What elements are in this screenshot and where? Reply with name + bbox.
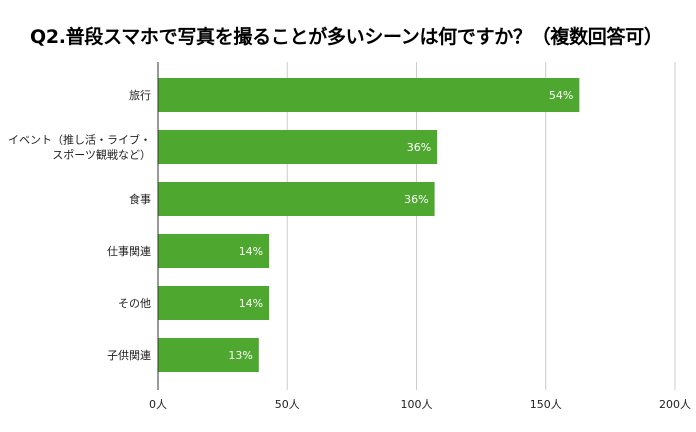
- data-label: 14%: [239, 297, 263, 310]
- category-label: 旅行: [129, 88, 151, 102]
- category-label: 食事: [129, 192, 151, 206]
- bar: [158, 338, 259, 372]
- data-label: 54%: [549, 89, 573, 102]
- x-tick-label: 150人: [530, 398, 562, 411]
- x-tick-label: 50人: [275, 398, 300, 411]
- x-tick-label: 0人: [149, 398, 167, 411]
- x-tick-label: 100人: [401, 398, 433, 411]
- bar: [158, 286, 270, 320]
- category-label: 仕事関連: [107, 244, 151, 258]
- data-label: 14%: [239, 245, 263, 258]
- data-label: 36%: [407, 141, 431, 154]
- category-label: その他: [118, 297, 151, 310]
- category-label: 子供関連: [107, 348, 151, 362]
- data-label: 36%: [404, 193, 428, 206]
- bar: [158, 130, 438, 164]
- bar: [158, 182, 435, 216]
- x-tick-label: 200人: [659, 398, 691, 411]
- bar: [158, 234, 270, 268]
- category-label: スポーツ観戦など）: [52, 148, 151, 162]
- chart-title: Q2.普段スマホで写真を撮ることが多いシーンは何ですか？（複数回答可）: [30, 26, 663, 48]
- bar: [158, 78, 580, 112]
- category-label: イベント（推し活・ライブ・: [8, 133, 151, 147]
- data-label: 13%: [228, 349, 252, 362]
